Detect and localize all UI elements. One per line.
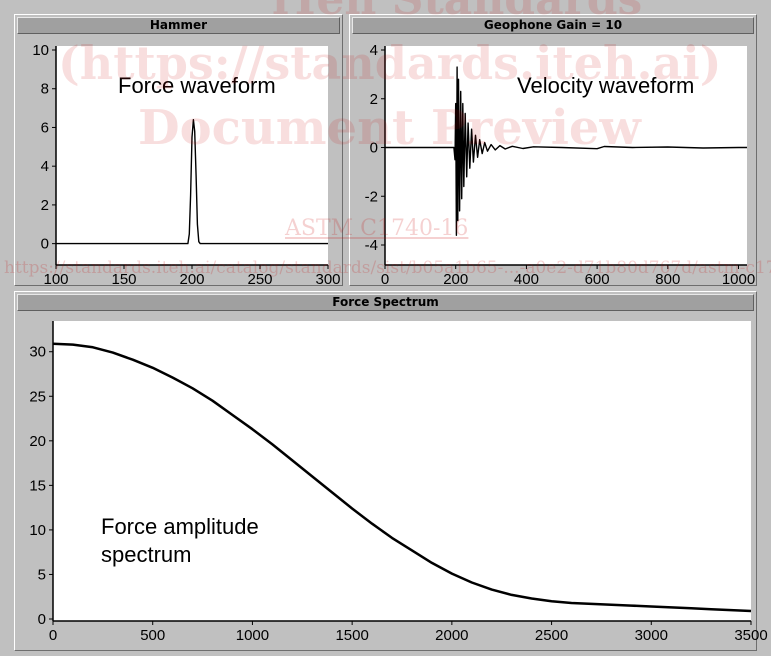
x-tick-label: 2000 [435, 627, 468, 644]
y-tick-label: 20 [29, 433, 46, 450]
y-tick-label: 10 [29, 522, 46, 539]
x-tick-label: 300 [315, 271, 340, 288]
plot-area [53, 321, 751, 621]
chart-annotation: Force amplitude [101, 514, 259, 539]
y-tick-label: 10 [32, 42, 49, 59]
y-tick-label: 4 [41, 158, 49, 175]
x-tick-label: 1000 [236, 627, 269, 644]
x-tick-label: 100 [43, 271, 68, 288]
x-tick-label: 1000 [722, 271, 755, 288]
chart-annotation: Velocity waveform [517, 73, 694, 98]
y-tick-label: 0 [370, 140, 378, 157]
x-tick-label: 400 [514, 271, 539, 288]
hammer-chart: 0 2 4 6 8 10 100 150 200 250 300 Force waveform [32, 42, 340, 288]
y-tick-label: 0 [41, 236, 49, 253]
x-tick-label: 0 [49, 627, 57, 644]
series-line [56, 118, 328, 245]
x-tick-label: 500 [140, 627, 165, 644]
geophone-panel: Geophone Gain = 10 -4 -2 0 2 4 0 200 400 600 800 1… [349, 14, 757, 288]
x-tick-label: 200 [179, 271, 204, 288]
x-tick-label: 150 [111, 271, 136, 288]
series-line [52, 342, 752, 613]
y-tick-label: 4 [370, 42, 378, 59]
y-tick-label: 30 [29, 344, 46, 361]
plot-area [385, 46, 747, 265]
y-tick-label: 2 [41, 197, 49, 214]
y-tick-label: -4 [365, 237, 378, 254]
force-spectrum-panel-title: Force Spectrum [17, 294, 754, 311]
y-tick-label: 6 [41, 119, 49, 136]
hammer-panel-title: Hammer [17, 17, 340, 34]
x-tick-label: 250 [247, 271, 272, 288]
series-line [385, 66, 747, 237]
hammer-panel: Hammer 0 2 4 6 8 10 100 150 200 250 300 Force wavef… [14, 14, 343, 288]
x-tick-label: 800 [655, 271, 680, 288]
y-tick-label: 8 [41, 81, 49, 98]
x-tick-label: 2500 [535, 627, 568, 644]
geophone-panel-title: Geophone Gain = 10 [352, 17, 754, 34]
y-tick-label: 0 [38, 611, 46, 628]
x-tick-label: 0 [381, 271, 389, 288]
y-tick-label: -2 [365, 188, 378, 205]
x-tick-label: 3500 [734, 627, 767, 644]
y-tick-label: 25 [29, 388, 46, 405]
x-tick-label: 3000 [635, 627, 668, 644]
y-tick-label: 5 [38, 566, 46, 583]
velocity-chart: -4 -2 0 2 4 0 200 400 600 800 1000 Velocity wavefor… [365, 42, 756, 288]
y-tick-label: 2 [370, 91, 378, 108]
x-tick-label: 200 [443, 271, 468, 288]
force-spectrum-chart: 0 5 10 15 20 25 30 0 500 1000 1500 2000 2500 3000 3500… [29, 321, 768, 644]
chart-annotation: spectrum [101, 542, 191, 567]
force-spectrum-panel: Force Spectrum 0 5 10 15 20 25 30 0 500 1000 1500 2… [14, 291, 768, 651]
chart-annotation: Force waveform [118, 73, 276, 98]
x-tick-label: 1500 [335, 627, 368, 644]
x-tick-label: 600 [585, 271, 610, 288]
y-tick-label: 15 [29, 477, 46, 494]
